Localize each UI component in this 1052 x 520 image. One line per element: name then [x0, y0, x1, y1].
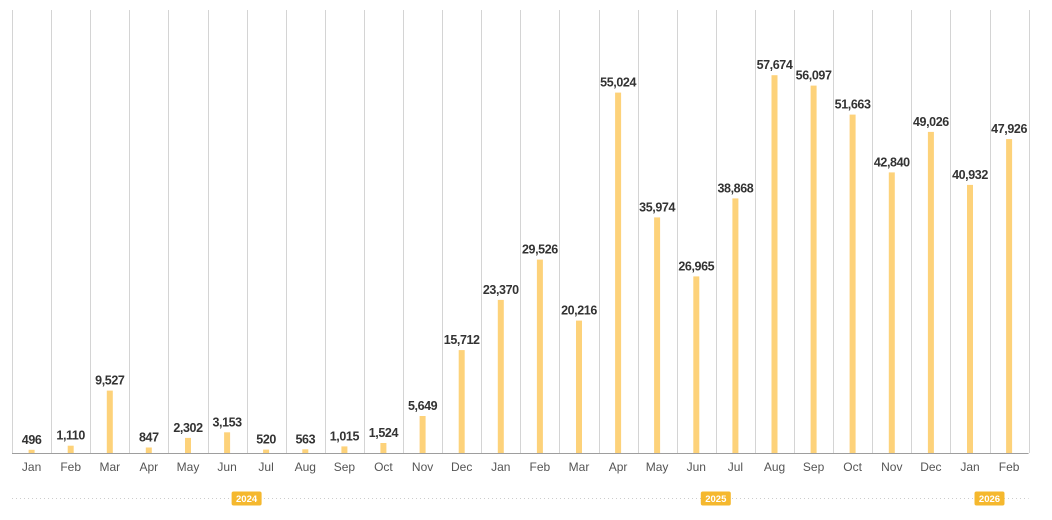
bar-value-label: 847 — [139, 431, 159, 445]
bar — [263, 449, 270, 453]
bar-value-label: 51,663 — [835, 98, 871, 112]
bar — [810, 85, 817, 453]
x-tick-label: Dec — [920, 460, 941, 474]
bar-value-label: 20,216 — [561, 304, 597, 318]
bar — [341, 446, 348, 453]
year-badge — [231, 491, 262, 506]
bar-layer — [28, 75, 1013, 453]
year-axis: 2024 2025 2026 — [12, 491, 1029, 506]
x-tick-label: Sep — [803, 460, 825, 474]
bar-value-label: 49,026 — [913, 115, 949, 129]
x-tick-label: Feb — [530, 460, 551, 474]
x-tick-label: Jan — [960, 460, 979, 474]
bar — [615, 92, 622, 453]
year-label: 2024 — [236, 494, 258, 505]
bar-value-label: 23,370 — [483, 283, 519, 297]
x-tick-label: Nov — [881, 460, 902, 474]
bar-value-label: 563 — [295, 432, 315, 446]
bar — [536, 259, 543, 453]
x-tick-label: Jan — [491, 460, 510, 474]
x-tick-label: Feb — [999, 460, 1020, 474]
x-tick-label: Jul — [728, 460, 743, 474]
x-tick-label: May — [646, 460, 669, 474]
bar — [732, 198, 739, 453]
bar-value-label: 2,302 — [173, 421, 203, 435]
bar-value-label: 15,712 — [444, 333, 480, 347]
bar — [693, 276, 700, 453]
bar — [849, 114, 856, 453]
bar — [67, 445, 74, 453]
bar — [145, 447, 152, 453]
x-tick-label: Dec — [451, 460, 472, 474]
x-tick-label: Jun — [687, 460, 706, 474]
x-tick-label: Nov — [412, 460, 433, 474]
bar-value-label: 1,015 — [330, 429, 360, 443]
x-tick-label: Apr — [609, 460, 628, 474]
x-axis: Jan Feb Mar Apr May Jun Jul Aug Sep Oct Nov Dec Jan F… — [22, 460, 1020, 474]
bar — [576, 320, 582, 453]
bar-value-label: 38,868 — [717, 181, 753, 195]
bar — [302, 449, 309, 453]
bar — [654, 217, 661, 453]
x-tick-label: May — [177, 460, 200, 474]
bar-value-label: 5,649 — [408, 399, 438, 413]
bar — [458, 350, 465, 453]
x-tick-label: Aug — [764, 460, 785, 474]
bar — [28, 449, 35, 453]
x-tick-label: Jul — [258, 460, 273, 474]
bar-value-label: 520 — [256, 433, 276, 447]
bar — [497, 299, 504, 453]
bar — [927, 131, 934, 453]
year-label: 2025 — [705, 494, 727, 505]
x-tick-label: Sep — [334, 460, 356, 474]
bar-value-label: 56,097 — [796, 69, 832, 83]
x-tick-label: Mar — [99, 460, 120, 474]
bar-value-label: 35,974 — [639, 200, 675, 214]
bar-value-label: 26,965 — [678, 259, 714, 273]
bar — [967, 184, 973, 453]
bar — [106, 390, 113, 453]
x-tick-label: Apr — [139, 460, 158, 474]
x-tick-label: Mar — [569, 460, 590, 474]
x-tick-label: Oct — [843, 460, 862, 474]
bar — [224, 432, 231, 453]
x-tick-label: Aug — [295, 460, 316, 474]
x-tick-label: Oct — [374, 460, 393, 474]
bar-value-label: 29,526 — [522, 243, 558, 257]
x-tick-label: Feb — [60, 460, 81, 474]
bar-value-label: 57,674 — [757, 58, 793, 72]
bar-value-label: 55,024 — [600, 76, 636, 90]
x-tick-label: Jan — [22, 460, 41, 474]
bar — [419, 416, 426, 453]
bar-value-label: 1,524 — [369, 426, 399, 440]
year-badge — [974, 491, 1005, 506]
bar-value-label: 40,932 — [952, 168, 988, 182]
bar — [888, 172, 895, 453]
year-label: 2026 — [979, 494, 1000, 505]
bar-value-label: 42,840 — [874, 155, 910, 169]
year-badge — [700, 491, 731, 506]
bar-value-label: 9,527 — [95, 374, 125, 388]
bar-value-label: 3,153 — [212, 415, 242, 429]
bar — [771, 75, 778, 453]
bar-value-label: 496 — [22, 433, 42, 447]
bar-value-label: 47,926 — [991, 122, 1027, 136]
bar — [1006, 139, 1013, 453]
grid-layer — [12, 10, 1030, 454]
value-label-layer: 496 1,110 9,527 847 2,302 3,153 520 563 1,015 1,5… — [22, 58, 1028, 447]
x-tick-label: Jun — [217, 460, 236, 474]
bar — [185, 437, 191, 453]
bar — [380, 443, 387, 453]
bar-value-label: 1,110 — [56, 429, 85, 443]
